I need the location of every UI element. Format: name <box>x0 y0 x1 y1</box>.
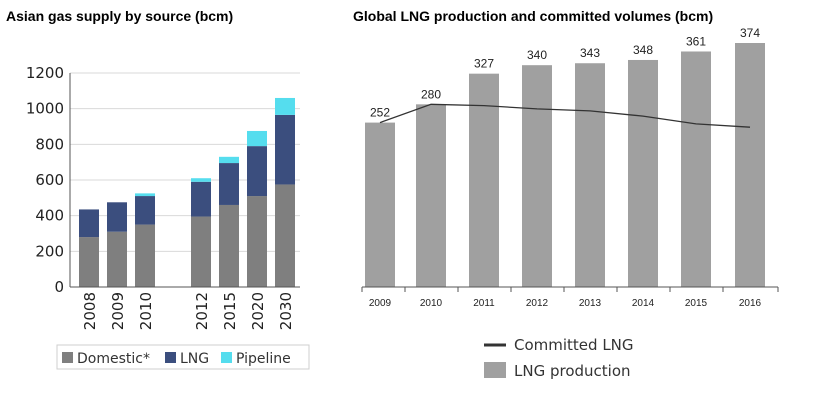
bar-domestic-2030 <box>275 184 295 287</box>
legend-swatch-lng-production <box>484 362 506 378</box>
left-chart-title: Asian gas supply by source (bcm) <box>6 8 233 24</box>
left-x-tick-label: 2012 <box>193 292 211 330</box>
left-x-tick-label: 2020 <box>249 292 267 330</box>
bar-domestic-2020 <box>247 196 267 287</box>
left-x-tick-label: 2009 <box>109 292 127 330</box>
right-chart-x-axis: 2009 2010 2011 2012 2013 2014 2015 2016 <box>361 287 779 309</box>
data-label-2014: 348 <box>633 43 653 57</box>
left-x-tick-label: 2010 <box>137 292 155 330</box>
bar-lng-2015 <box>219 163 239 205</box>
data-label-2015: 361 <box>686 34 706 48</box>
left-y-tick-label: 0 <box>54 278 64 296</box>
right-chart-bars <box>365 43 765 288</box>
bar-lng-production-2016 <box>735 43 765 288</box>
data-label-2009: 252 <box>370 106 390 120</box>
legend-label: Committed LNG <box>514 336 634 354</box>
bar-domestic-2015 <box>219 204 239 287</box>
bar-lng-production-2010 <box>416 104 446 287</box>
right-chart-data-labels: 252 280 327 340 343 348 361 374 <box>370 26 760 120</box>
legend-swatch-domestic <box>62 352 73 363</box>
bar-lng-2009 <box>107 202 127 232</box>
right-chart-line <box>379 103 751 128</box>
right-x-tick-label: 2016 <box>739 298 762 309</box>
left-y-tick-label: 1000 <box>26 100 64 118</box>
legend-label: Pipeline <box>236 351 291 367</box>
left-x-tick-label: 2008 <box>81 292 99 330</box>
legend-label: LNG <box>180 351 209 367</box>
right-x-tick-label: 2009 <box>369 298 392 309</box>
legend-label: LNG production <box>514 362 631 380</box>
bar-lng-2030 <box>275 114 295 185</box>
bar-pipeline-2030 <box>275 97 295 115</box>
bar-domestic-2009 <box>107 231 127 287</box>
bar-lng-production-2013 <box>575 63 605 287</box>
right-x-tick-label: 2014 <box>632 298 655 309</box>
bar-pipeline-2010 <box>135 193 155 197</box>
left-y-tick-label: 400 <box>35 207 64 225</box>
left-y-tick-label: 1200 <box>26 64 64 82</box>
bar-pipeline-2020 <box>247 130 267 147</box>
left-chart-x-axis: 2008 2009 2010 2012 2015 2020 2030 <box>81 292 295 330</box>
bar-domestic-2010 <box>135 224 155 287</box>
bar-pipeline-2015 <box>219 156 239 164</box>
right-x-tick-label: 2012 <box>526 298 549 309</box>
line-committed-lng <box>379 103 751 128</box>
bar-domestic-2012 <box>191 216 211 287</box>
right-x-tick-label: 2013 <box>579 298 602 309</box>
left-chart-y-axis: 0 200 400 600 800 1000 1200 <box>26 64 64 296</box>
data-label-2013: 343 <box>580 46 600 60</box>
right-x-tick-label: 2011 <box>473 298 495 309</box>
data-label-2011: 327 <box>474 57 494 71</box>
bar-domestic-2008 <box>79 237 99 287</box>
left-y-tick-label: 200 <box>35 242 64 260</box>
right-x-tick-label: 2010 <box>420 298 443 309</box>
right-x-tick-label: 2015 <box>685 298 708 309</box>
legend-label: Domestic* <box>77 351 150 367</box>
data-label-2016: 374 <box>740 26 760 40</box>
legend-swatch-pipeline <box>221 352 232 363</box>
bar-pipeline-2012 <box>191 178 211 182</box>
bar-lng-2012 <box>191 181 211 217</box>
bar-lng-production-2009 <box>365 122 395 287</box>
left-x-tick-label: 2015 <box>221 292 239 330</box>
data-label-2010: 280 <box>421 87 441 101</box>
right-chart-legend: Committed LNG LNG production <box>484 336 634 380</box>
legend-swatch-lng <box>165 352 176 363</box>
left-y-tick-label: 600 <box>35 171 64 189</box>
data-label-2012: 340 <box>527 48 547 62</box>
bar-lng-2020 <box>247 146 267 197</box>
bar-lng-production-2012 <box>522 65 552 288</box>
bar-lng-2010 <box>135 196 155 225</box>
bar-lng-production-2015 <box>681 51 711 288</box>
right-chart-title: Global LNG production and committed volu… <box>353 8 713 24</box>
left-x-tick-label: 2030 <box>277 292 295 330</box>
bar-lng-production-2011 <box>469 73 499 288</box>
left-chart-legend: Domestic* LNG Pipeline <box>56 344 310 370</box>
bar-lng-2008 <box>79 209 99 238</box>
left-y-tick-label: 800 <box>35 135 64 153</box>
bar-lng-production-2014 <box>628 59 658 288</box>
left-legend-frame <box>56 344 310 370</box>
left-chart-bars <box>79 97 295 287</box>
